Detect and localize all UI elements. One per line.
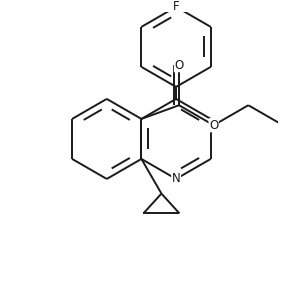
Text: F: F — [173, 0, 179, 13]
Text: N: N — [172, 173, 180, 185]
Text: O: O — [174, 59, 184, 72]
Text: O: O — [209, 119, 218, 132]
